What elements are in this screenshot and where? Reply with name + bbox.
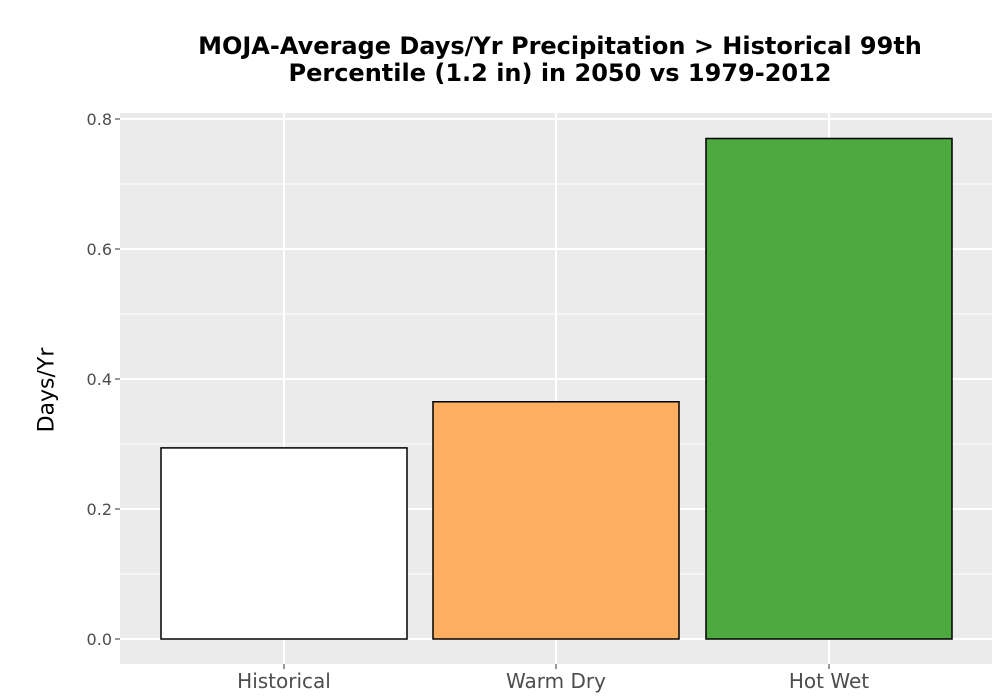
bar-hot-wet <box>705 137 953 640</box>
y-tick-label: 0.8 <box>87 110 112 129</box>
bar-warm-dry <box>432 401 680 640</box>
bar-historical <box>160 447 408 640</box>
y-tick-label: 0.4 <box>87 370 112 389</box>
x-tick-label: Warm Dry <box>506 669 606 693</box>
chart-subtitle: Percentile (1.2 in) in 2050 vs 1979-2012 <box>288 59 832 87</box>
y-tick-label: 0.2 <box>87 500 112 519</box>
y-tick-label: 0.0 <box>87 630 112 649</box>
y-tick-label: 0.6 <box>87 240 112 259</box>
x-tick-label: Hot Wet <box>789 669 869 693</box>
x-tick-label: Historical <box>237 669 331 693</box>
chart-title: MOJA-Average Days/Yr Precipitation > His… <box>198 32 922 60</box>
